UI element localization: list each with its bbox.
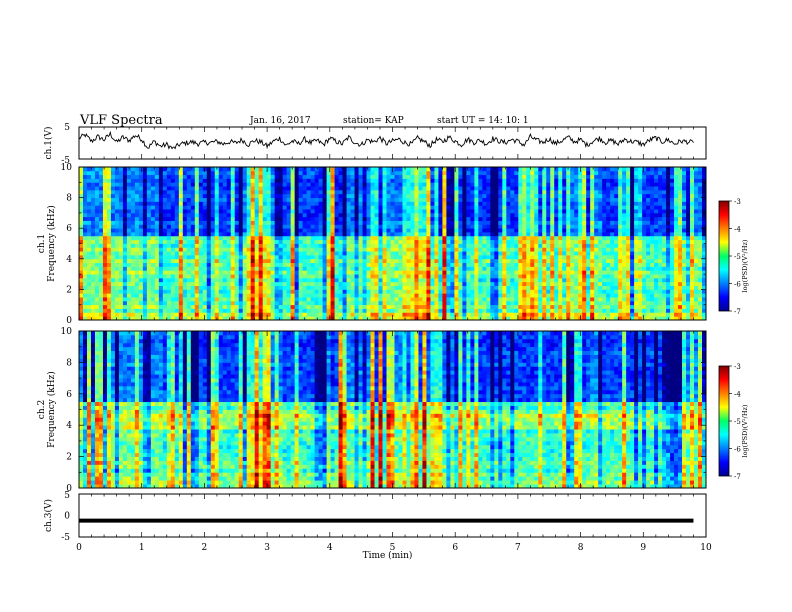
date-label: Jan. 16, 2017 (250, 116, 311, 126)
xtick-label: 8 (578, 543, 584, 553)
station-label: station= KAP (343, 116, 404, 126)
ch3-waveform-panel (78, 493, 707, 538)
xtick-label: 6 (452, 543, 458, 553)
s2-ytick-label: 8 (66, 358, 72, 368)
colorbar-tick-label: -5 (734, 418, 741, 426)
start-time-label: start UT = 14: 10: 1 (437, 116, 529, 126)
xtick-label: 7 (515, 543, 521, 553)
ch1-frequency-ylabel: ch.1 (37, 234, 47, 253)
ch1-ytick-label: 5 (64, 123, 70, 133)
ch1-waveform-ylabel: ch.1(V) (43, 127, 54, 160)
colorbar-tick-label: -4 (734, 391, 741, 399)
xtick-label: 3 (264, 543, 270, 553)
colorbar-tick-label: -7 (734, 473, 741, 481)
colorbar-tick-label: -4 (734, 226, 741, 234)
xtick-label: 0 (76, 543, 82, 553)
colorbar-tick-label: -7 (734, 308, 741, 316)
ch1-colorbar: -3 -4 -5 -6 -7 log(PSD)(V²/Hz) (718, 198, 749, 316)
s1-ytick-label: 0 (66, 316, 72, 326)
xtick-label: 1 (139, 543, 145, 553)
colorbar-tick-label: -3 (734, 198, 741, 206)
plot-title: VLF Spectra (80, 113, 163, 128)
x-axis-label: Time (min) (363, 550, 413, 561)
s1-ytick-label: 10 (61, 163, 73, 173)
s2-ytick-label: 0 (66, 484, 72, 494)
colorbar-label: log(PSD)(V²/Hz) (741, 404, 749, 457)
xtick-label: 9 (640, 543, 646, 553)
s1-ytick-label: 8 (66, 194, 72, 204)
ch1-trace (79, 130, 694, 150)
s2-ytick-label: 2 (66, 453, 72, 463)
xtick-label: 2 (202, 543, 208, 553)
xtick-label: 5 (390, 543, 396, 553)
xtick-label: 10 (700, 543, 712, 553)
ch1-frequency-ylabel: Frequency (kHz) (46, 205, 57, 282)
ch3-ytick-label: 5 (64, 491, 70, 501)
ch2-spectrogram-panel (78, 330, 707, 489)
colorbar-tick-label: -5 (734, 253, 741, 261)
colorbar-tick-label: -3 (734, 363, 741, 371)
colorbar-tick-label: -6 (734, 446, 741, 454)
s2-ytick-label: 4 (66, 421, 72, 431)
ch3-waveform-ylabel: ch.3(V) (43, 499, 54, 532)
colorbar-tick-label: -6 (734, 281, 741, 289)
ch1-spectrogram-panel (78, 166, 707, 321)
s1-ytick-label: 4 (66, 255, 72, 265)
xtick-label: 4 (327, 543, 333, 553)
ch2-colorbar: -3 -4 -5 -6 -7 log(PSD)(V²/Hz) (718, 363, 749, 481)
ch3-ytick-label: 0 (64, 512, 70, 522)
s1-ytick-label: 2 (66, 285, 72, 295)
ch1-ytick-label: -5 (61, 156, 70, 166)
s2-ytick-label: 10 (61, 327, 73, 337)
s2-ytick-label: 6 (66, 390, 72, 400)
ch2-frequency-ylabel: ch.2 (37, 400, 47, 419)
ch2-frequency-ylabel: Frequency (kHz) (46, 371, 57, 448)
s1-ytick-label: 6 (66, 224, 72, 234)
colorbar-label: log(PSD)(V²/Hz) (741, 239, 749, 292)
ch3-ytick-label: -5 (61, 533, 70, 543)
